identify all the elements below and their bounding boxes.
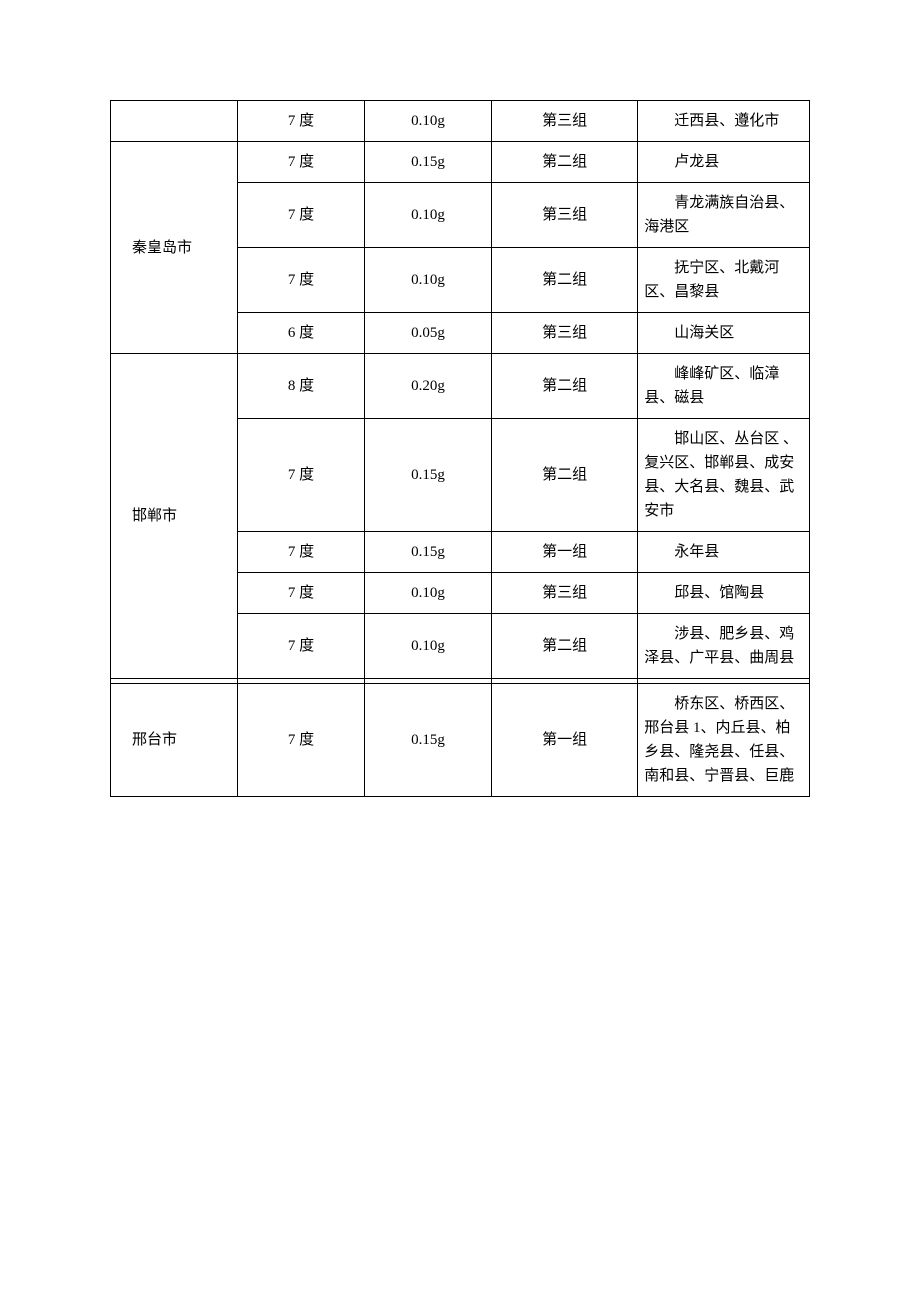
region-cell: 秦皇岛市 (111, 142, 238, 354)
region-cell (111, 101, 238, 142)
intensity-cell: 7 度 (238, 248, 365, 313)
intensity-cell: 7 度 (238, 419, 365, 532)
areas-cell: 青龙满族自治县、海港区 (638, 183, 810, 248)
intensity-cell: 8 度 (238, 354, 365, 419)
intensity-cell: 7 度 (238, 101, 365, 142)
areas-cell: 涉县、肥乡县、鸡泽县、广平县、曲周县 (638, 614, 810, 679)
accel-cell: 0.10g (365, 614, 492, 679)
seismic-table: 7 度 0.10g 第三组 迁西县、遵化市 秦皇岛市 7 度 0.15g 第二组… (110, 100, 810, 797)
intensity-cell: 7 度 (238, 684, 365, 797)
group-cell: 第二组 (492, 142, 638, 183)
areas-cell: 山海关区 (638, 313, 810, 354)
table-row: 7 度 0.10g 第三组 迁西县、遵化市 (111, 101, 810, 142)
intensity-cell: 6 度 (238, 313, 365, 354)
table-body: 7 度 0.10g 第三组 迁西县、遵化市 秦皇岛市 7 度 0.15g 第二组… (111, 101, 810, 797)
group-cell: 第二组 (492, 419, 638, 532)
accel-cell: 0.10g (365, 573, 492, 614)
accel-cell: 0.15g (365, 142, 492, 183)
areas-cell: 邱县、馆陶县 (638, 573, 810, 614)
areas-cell: 邯山区、丛台区 、复兴区、邯郸县、成安县、大名县、魏县、武安市 (638, 419, 810, 532)
group-cell: 第三组 (492, 101, 638, 142)
table-row: 邢台市 7 度 0.15g 第一组 桥东区、桥西区、邢台县 1、内丘县、柏乡县、… (111, 684, 810, 797)
group-cell: 第二组 (492, 354, 638, 419)
group-cell: 第二组 (492, 248, 638, 313)
accel-cell: 0.05g (365, 313, 492, 354)
accel-cell: 0.10g (365, 101, 492, 142)
areas-cell: 峰峰矿区、临漳县、磁县 (638, 354, 810, 419)
region-cell: 邯郸市 (111, 354, 238, 679)
table-row: 秦皇岛市 7 度 0.15g 第二组 卢龙县 (111, 142, 810, 183)
accel-cell: 0.15g (365, 419, 492, 532)
areas-cell: 抚宁区、北戴河区、昌黎县 (638, 248, 810, 313)
areas-cell: 卢龙县 (638, 142, 810, 183)
intensity-cell: 7 度 (238, 614, 365, 679)
document-page: 7 度 0.10g 第三组 迁西县、遵化市 秦皇岛市 7 度 0.15g 第二组… (0, 0, 920, 857)
areas-cell: 永年县 (638, 532, 810, 573)
group-cell: 第二组 (492, 614, 638, 679)
group-cell: 第三组 (492, 183, 638, 248)
intensity-cell: 7 度 (238, 142, 365, 183)
intensity-cell: 7 度 (238, 532, 365, 573)
group-cell: 第三组 (492, 573, 638, 614)
areas-cell: 桥东区、桥西区、邢台县 1、内丘县、柏乡县、隆尧县、任县、南和县、宁晋县、巨鹿 (638, 684, 810, 797)
areas-cell: 迁西县、遵化市 (638, 101, 810, 142)
table-row: 邯郸市 8 度 0.20g 第二组 峰峰矿区、临漳县、磁县 (111, 354, 810, 419)
accel-cell: 0.10g (365, 183, 492, 248)
accel-cell: 0.10g (365, 248, 492, 313)
region-cell: 邢台市 (111, 684, 238, 797)
group-cell: 第三组 (492, 313, 638, 354)
intensity-cell: 7 度 (238, 573, 365, 614)
group-cell: 第一组 (492, 532, 638, 573)
accel-cell: 0.20g (365, 354, 492, 419)
group-cell: 第一组 (492, 684, 638, 797)
accel-cell: 0.15g (365, 684, 492, 797)
intensity-cell: 7 度 (238, 183, 365, 248)
accel-cell: 0.15g (365, 532, 492, 573)
